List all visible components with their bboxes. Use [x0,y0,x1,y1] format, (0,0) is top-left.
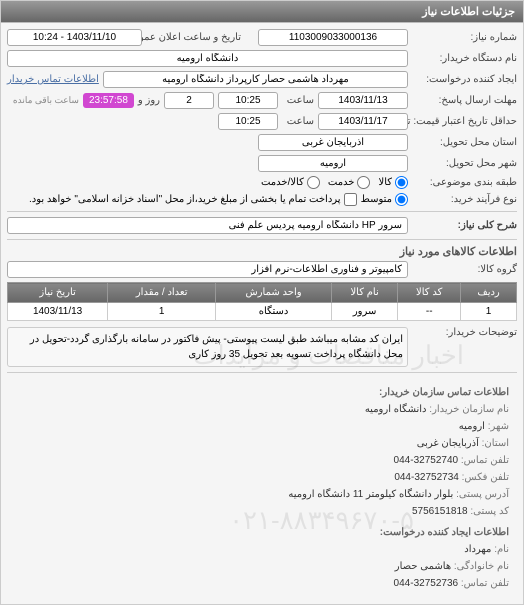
panel-title: جزئیات اطلاعات نیاز [1,1,523,23]
col-unit: واحد شمارش [216,283,332,303]
cell-date: 1403/11/13 [8,303,108,321]
input-requester[interactable] [103,71,408,88]
v-fax: 32752734-044 [394,472,459,483]
k-tel2: تلفن تماس: [461,578,509,589]
form-area: شماره نیاز: تاریخ و ساعت اعلان عمومی: نا… [1,23,523,604]
radio-medium[interactable]: متوسط [361,193,408,206]
goods-table: ردیف کد کالا نام کالا واحد شمارش تعداد /… [7,282,517,321]
k-family: نام خانوادگی: [454,561,509,572]
separator-2 [7,239,517,240]
col-qty: تعداد / مقدار [108,283,216,303]
input-days-left[interactable] [164,92,214,109]
k-name: نام: [494,544,509,555]
label-hour-2: ساعت [282,116,314,127]
v-post: 5756151818 [412,506,468,517]
goods-section-header: اطلاعات کالاهای مورد نیاز [7,245,517,258]
v-family: هاشمی حصار [395,561,451,572]
radio-medium-label: متوسط [361,194,392,205]
process-note-text: پرداخت تمام یا بخشی از مبلغ خرید،از محل … [29,194,341,205]
input-valid-time[interactable] [218,113,278,130]
v-tel2: 32752736-044 [394,578,459,589]
main-panel: جزئیات اطلاعات نیاز شماره نیاز: تاریخ و … [0,0,524,605]
radio-goods-service[interactable]: کالا/خدمت [261,176,320,189]
cell-code: -- [398,303,461,321]
v-org: دانشگاه ارومیه [365,404,427,415]
contact-header-1: اطلاعات تماس سازمان خریدار: [15,384,509,401]
k-city: شهر: [488,421,509,432]
cell-unit: دستگاه [216,303,332,321]
v-addr: بلوار دانشگاه کیلومتر 11 دانشگاه ارومیه [288,489,453,500]
cell-row-no: 1 [461,303,517,321]
label-buyer-org: نام دستگاه خریدار: [412,53,517,64]
col-name: نام کالا [331,283,397,303]
label-announce-dt: تاریخ و ساعت اعلان عمومی: [146,32,241,43]
label-province: استان محل تحویل: [412,137,517,148]
radio-service-label: خدمت [328,177,355,188]
label-category: طبقه بندی موضوعی: [412,177,517,188]
cell-name: سرور [331,303,397,321]
input-title-key[interactable] [7,217,408,234]
input-goods-group[interactable] [7,261,408,278]
countdown-timer: 23:57:58 [83,93,134,108]
v-prov: آذربایجان غربی [417,438,479,449]
buyer-notes-box: ایران کد مشابه میباشد طبق لیست پیوستی- پ… [7,327,408,367]
input-deadline-time[interactable] [218,92,278,109]
input-valid-date[interactable] [318,113,408,130]
label-process: نوع فرآیند خرید: [412,194,517,205]
col-code: کد کالا [398,283,461,303]
input-province[interactable] [258,134,408,151]
check-process-note[interactable]: پرداخت تمام یا بخشی از مبلغ خرید،از محل … [29,193,357,206]
cell-qty: 1 [108,303,216,321]
label-buyer-notes: توضیحات خریدار: [412,327,517,338]
k-org: نام سازمان خریدار: [429,404,509,415]
v-tel: 32752740-044 [394,455,459,466]
v-city: ارومیه [459,421,485,432]
label-goods-group: گروه کالا: [412,264,517,275]
input-announce-dt[interactable] [7,29,142,46]
label-hour-1: ساعت [282,95,314,106]
input-deadline-date[interactable] [318,92,408,109]
table-row[interactable]: 1 -- سرور دستگاه 1 1403/11/13 [8,303,517,321]
category-radio-group: کالا خدمت کالا/خدمت [261,176,408,189]
label-day-and: روز و [138,95,160,106]
separator-1 [7,211,517,212]
label-city: شهر محل تحویل: [412,158,517,169]
k-prov: استان: [482,438,509,449]
radio-goods[interactable]: کالا [378,176,408,189]
radio-goods-label: کالا [378,177,392,188]
k-tel: تلفن تماس: [461,455,509,466]
v-name: مهرداد [464,544,491,555]
k-addr: آدرس پستی: [456,489,509,500]
input-city[interactable] [258,155,408,172]
link-contact-buyer[interactable]: اطلاعات تماس خریدار [7,74,99,85]
separator-3 [7,372,517,373]
label-requester: ایجاد کننده درخواست: [412,74,517,85]
label-deadline: مهلت ارسال پاسخ: [412,95,517,106]
label-title-key: شرح کلی نیاز: [412,220,517,231]
label-remaining: ساعت باقی مانده [13,95,79,106]
label-req-no: شماره نیاز: [412,32,517,43]
input-buyer-org[interactable] [7,50,408,67]
contact-header-2: اطلاعات ایجاد کننده درخواست: [15,524,509,541]
contact-area: اطلاعات تماس سازمان خریدار: نام سازمان خ… [7,378,517,598]
k-fax: تلفن فکس: [462,472,509,483]
radio-service[interactable]: خدمت [328,176,371,189]
input-req-no[interactable] [258,29,408,46]
label-min-valid: حداقل تاریخ اعتبار قیمت: تا تاریخ: [412,116,517,128]
col-date: تاریخ نیاز [8,283,108,303]
radio-goods-service-label: کالا/خدمت [261,177,304,188]
k-post: کد پستی: [470,506,509,517]
col-row-no: ردیف [461,283,517,303]
